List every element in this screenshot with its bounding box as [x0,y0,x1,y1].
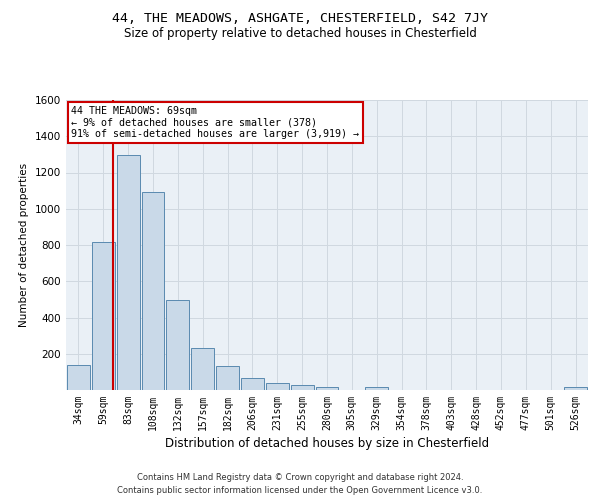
Bar [117,156,140,390]
Bar [316,388,338,390]
Bar [216,366,239,390]
Bar [191,348,214,390]
Text: Size of property relative to detached houses in Chesterfield: Size of property relative to detached ho… [124,28,476,40]
X-axis label: Distribution of detached houses by size in Chesterfield: Distribution of detached houses by size … [165,437,489,450]
Text: 44 THE MEADOWS: 69sqm
← 9% of detached houses are smaller (378)
91% of semi-deta: 44 THE MEADOWS: 69sqm ← 9% of detached h… [71,106,359,139]
Text: Contains HM Land Registry data © Crown copyright and database right 2024.: Contains HM Land Registry data © Crown c… [137,474,463,482]
Bar [67,364,90,390]
Bar [92,242,115,390]
Bar [266,383,289,390]
Bar [241,378,264,390]
Bar [166,300,189,390]
Bar [142,192,164,390]
Bar [564,388,587,390]
Bar [365,386,388,390]
Text: 44, THE MEADOWS, ASHGATE, CHESTERFIELD, S42 7JY: 44, THE MEADOWS, ASHGATE, CHESTERFIELD, … [112,12,488,26]
Y-axis label: Number of detached properties: Number of detached properties [19,163,29,327]
Bar [291,385,314,390]
Text: Contains public sector information licensed under the Open Government Licence v3: Contains public sector information licen… [118,486,482,495]
